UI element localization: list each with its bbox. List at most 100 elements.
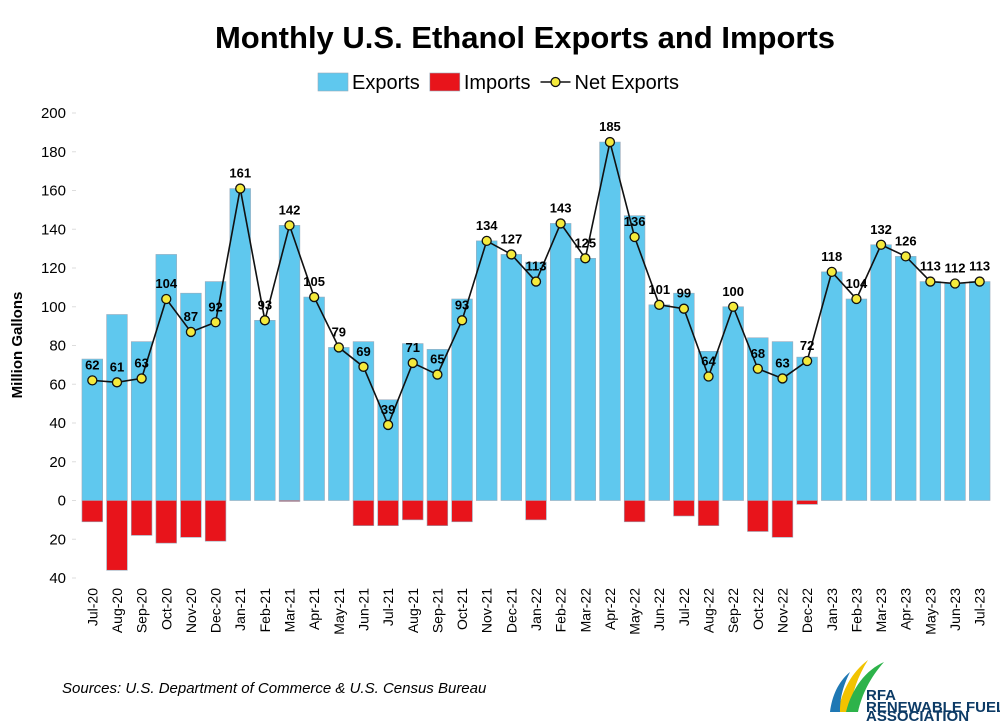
value-label: 104 xyxy=(846,276,868,291)
legend-label: Exports xyxy=(352,72,420,94)
value-label: 185 xyxy=(599,119,621,134)
logo-leaf xyxy=(830,672,850,712)
bar xyxy=(919,281,942,501)
bar xyxy=(204,500,227,542)
bar xyxy=(402,500,424,521)
x-tick-label: Dec-20 xyxy=(208,588,224,633)
logo-leaf xyxy=(838,660,868,712)
legend-label: Imports xyxy=(464,72,531,94)
x-tick-label: Oct-22 xyxy=(750,588,766,630)
x-tick-label: Mar-23 xyxy=(873,588,889,633)
value-label: 126 xyxy=(895,233,917,248)
bar xyxy=(106,500,128,571)
bar xyxy=(747,500,769,532)
x-tick-label: Jul-23 xyxy=(972,588,988,626)
bar xyxy=(796,356,818,501)
value-label: 72 xyxy=(800,338,814,353)
bar xyxy=(796,500,818,505)
y-tick-label: 20 xyxy=(49,454,66,471)
x-tick-label: Jun-21 xyxy=(355,588,371,631)
marker xyxy=(629,231,640,243)
bar xyxy=(722,306,744,501)
bar xyxy=(155,254,177,501)
y-tick-label: 200 xyxy=(41,105,66,122)
value-label: 39 xyxy=(381,402,395,417)
y-tick-label: 120 xyxy=(41,260,66,277)
marker xyxy=(949,278,961,289)
x-tick-label: Nov-20 xyxy=(183,588,199,633)
value-label: 132 xyxy=(870,222,892,237)
x-tick-label: Jan-22 xyxy=(528,588,544,631)
marker xyxy=(259,315,271,326)
marker xyxy=(432,369,443,380)
bar xyxy=(328,347,350,501)
value-label: 100 xyxy=(722,284,744,299)
marker xyxy=(728,301,739,312)
bar xyxy=(180,500,202,538)
value-label: 113 xyxy=(526,259,547,274)
marker xyxy=(382,419,394,431)
bar xyxy=(106,314,128,501)
marker xyxy=(703,371,714,382)
value-label: 87 xyxy=(184,309,198,324)
marker xyxy=(87,375,98,386)
logo-text: RFA xyxy=(866,687,896,704)
bar xyxy=(130,500,153,536)
bar xyxy=(673,292,695,501)
bar xyxy=(845,298,868,501)
bar xyxy=(944,283,966,501)
x-tick-label: Dec-21 xyxy=(503,588,519,633)
bar xyxy=(254,320,276,501)
bar xyxy=(155,500,177,544)
value-label: 118 xyxy=(821,249,842,264)
y-tick-label: 100 xyxy=(41,299,66,316)
marker xyxy=(925,276,936,287)
value-label: 127 xyxy=(500,231,522,246)
y-tick-label: 20 xyxy=(49,531,66,548)
logo-leaf xyxy=(846,662,884,712)
value-label: 113 xyxy=(969,259,990,274)
bar xyxy=(771,500,794,538)
value-label: 99 xyxy=(677,286,691,301)
bar xyxy=(697,500,720,526)
bar xyxy=(476,240,498,501)
bar xyxy=(747,337,769,501)
y-axis-label: Million Gallons xyxy=(9,292,26,399)
marker xyxy=(654,299,665,310)
y-tick-label: 80 xyxy=(49,338,66,355)
bar xyxy=(278,225,301,501)
marker xyxy=(358,361,369,372)
x-tick-label: Oct-21 xyxy=(454,588,470,630)
value-label: 65 xyxy=(430,352,444,367)
value-label: 92 xyxy=(208,299,222,314)
value-label: 105 xyxy=(303,274,325,289)
x-tick-label: Dec-22 xyxy=(799,588,815,633)
marker xyxy=(309,291,320,303)
value-label: 142 xyxy=(279,202,301,217)
y-tick-label: 180 xyxy=(41,144,66,161)
bar xyxy=(574,258,596,501)
marker xyxy=(678,303,690,314)
bar xyxy=(549,223,572,501)
bar xyxy=(180,292,202,501)
bar xyxy=(204,281,227,501)
marker xyxy=(604,136,616,148)
x-tick-label: Aug-22 xyxy=(701,588,717,633)
marker xyxy=(580,253,591,264)
y-tick-label: 40 xyxy=(49,415,66,432)
bar xyxy=(623,500,646,523)
x-tick-label: Jul-20 xyxy=(84,588,100,626)
value-label: 64 xyxy=(701,354,716,369)
marker xyxy=(481,235,492,247)
x-tick-label: Jul-22 xyxy=(676,588,692,626)
x-tick-label: Sep-22 xyxy=(725,588,741,633)
value-label: 68 xyxy=(751,346,765,361)
bar xyxy=(451,500,473,523)
x-tick-label: Feb-23 xyxy=(848,588,864,633)
x-tick-label: Jun-22 xyxy=(651,588,667,631)
x-tick-label: Mar-22 xyxy=(577,588,593,633)
x-tick-label: Apr-22 xyxy=(602,588,618,630)
bar xyxy=(377,500,399,526)
x-tick-label: Feb-22 xyxy=(553,588,569,633)
marker xyxy=(851,293,862,305)
